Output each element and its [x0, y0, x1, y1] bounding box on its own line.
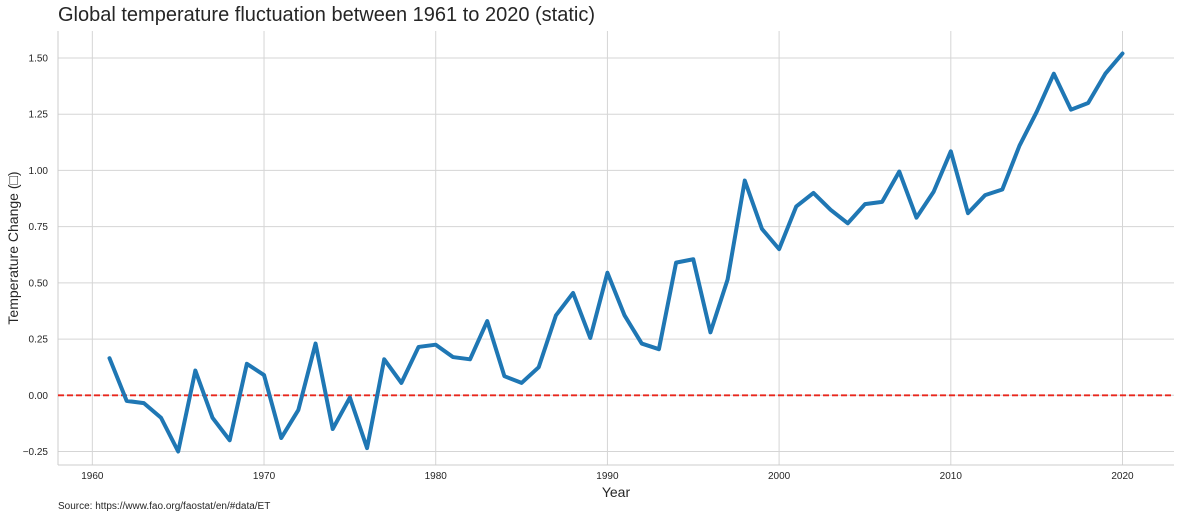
- y-tick-label: 0.50: [29, 278, 49, 289]
- y-axis-label: Temperature Change (□): [5, 171, 21, 324]
- y-tick-label: 0.25: [29, 335, 49, 346]
- y-tick-label: 1.00: [29, 166, 49, 177]
- x-tick-label: 2020: [1111, 471, 1134, 482]
- x-tick-label: 1990: [596, 471, 619, 482]
- horizontal-gridlines: [58, 57, 1174, 453]
- source-note: Source: https://www.fao.org/faostat/en/#…: [58, 501, 271, 512]
- x-tick-label: 2000: [768, 471, 791, 482]
- y-tick-label: −0.25: [23, 447, 49, 458]
- x-tick-label: 1980: [425, 471, 448, 482]
- vertical-gridlines: [91, 31, 1123, 465]
- chart-title: Global temperature fluctuation between 1…: [58, 4, 595, 26]
- x-axis-ticks: 1960 1970 1980 1990 2000 2010 2020: [81, 471, 1134, 482]
- y-tick-label: 1.50: [29, 53, 49, 64]
- y-tick-label: 0.00: [29, 391, 49, 402]
- y-tick-label: 0.75: [29, 222, 49, 233]
- x-tick-label: 1960: [81, 471, 104, 482]
- x-axis-label: Year: [602, 484, 631, 500]
- series-line: [107, 51, 1125, 454]
- x-tick-label: 2010: [940, 471, 963, 482]
- series-group: [107, 51, 1125, 454]
- axis-spines: [57, 31, 1174, 466]
- x-tick-label: 1970: [253, 471, 276, 482]
- y-axis-ticks: −0.25 0.00 0.25 0.50 0.75 1.00 1.25 1.50: [23, 53, 49, 458]
- y-tick-label: 1.25: [29, 110, 49, 121]
